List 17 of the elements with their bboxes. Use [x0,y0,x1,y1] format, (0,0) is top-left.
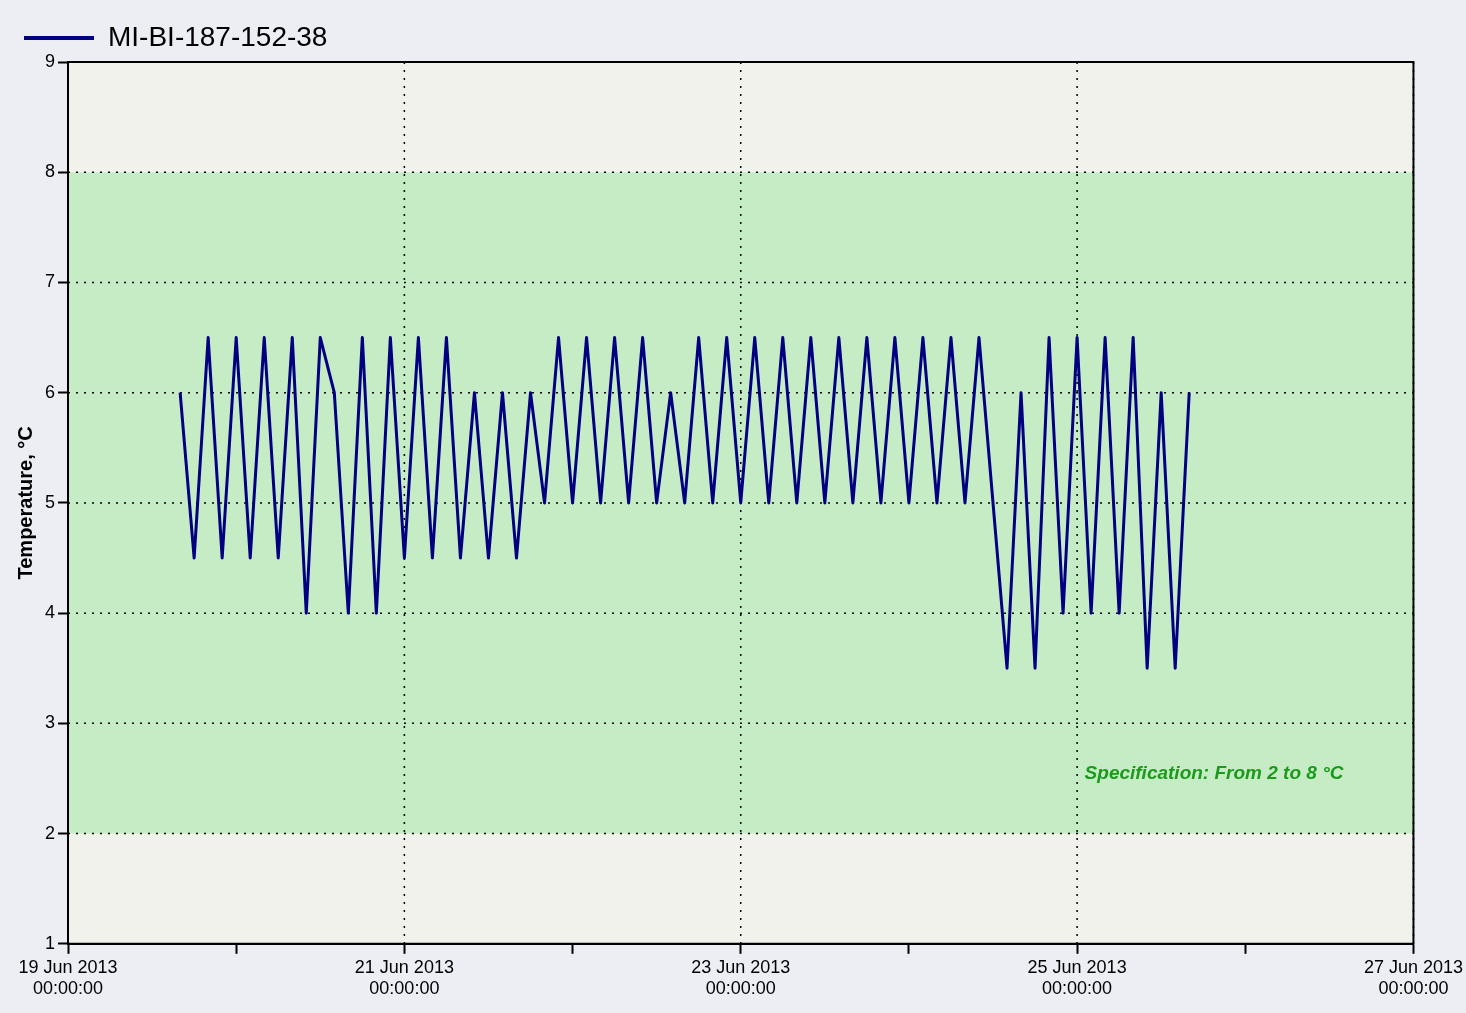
x-tick-label: 23 Jun 2013 00:00:00 [691,956,791,999]
x-tick-label: 19 Jun 2013 00:00:00 [18,956,118,999]
y-tick-label: 5 [45,491,56,512]
y-tick-label: 3 [45,712,56,733]
y-tick-label: 7 [45,271,56,292]
legend-label: MI-BI-187-152-38 [108,20,328,52]
y-tick-label: 2 [45,822,56,843]
y-tick-label: 8 [45,161,56,182]
y-tick-label: 9 [45,50,56,71]
x-tick-label: 21 Jun 2013 00:00:00 [354,956,454,999]
y-axis-title: Temperature, °C [13,426,36,580]
x-tick-label: 27 Jun 2013 00:00:00 [1363,956,1463,999]
y-tick-label: 4 [45,602,56,623]
band-label: Specification: From 2 to 8 °C [1084,762,1344,784]
y-tick-label: 1 [45,932,56,953]
x-tick-label: 25 Jun 2013 00:00:00 [1027,956,1127,999]
y-tick-label: 6 [45,381,56,402]
